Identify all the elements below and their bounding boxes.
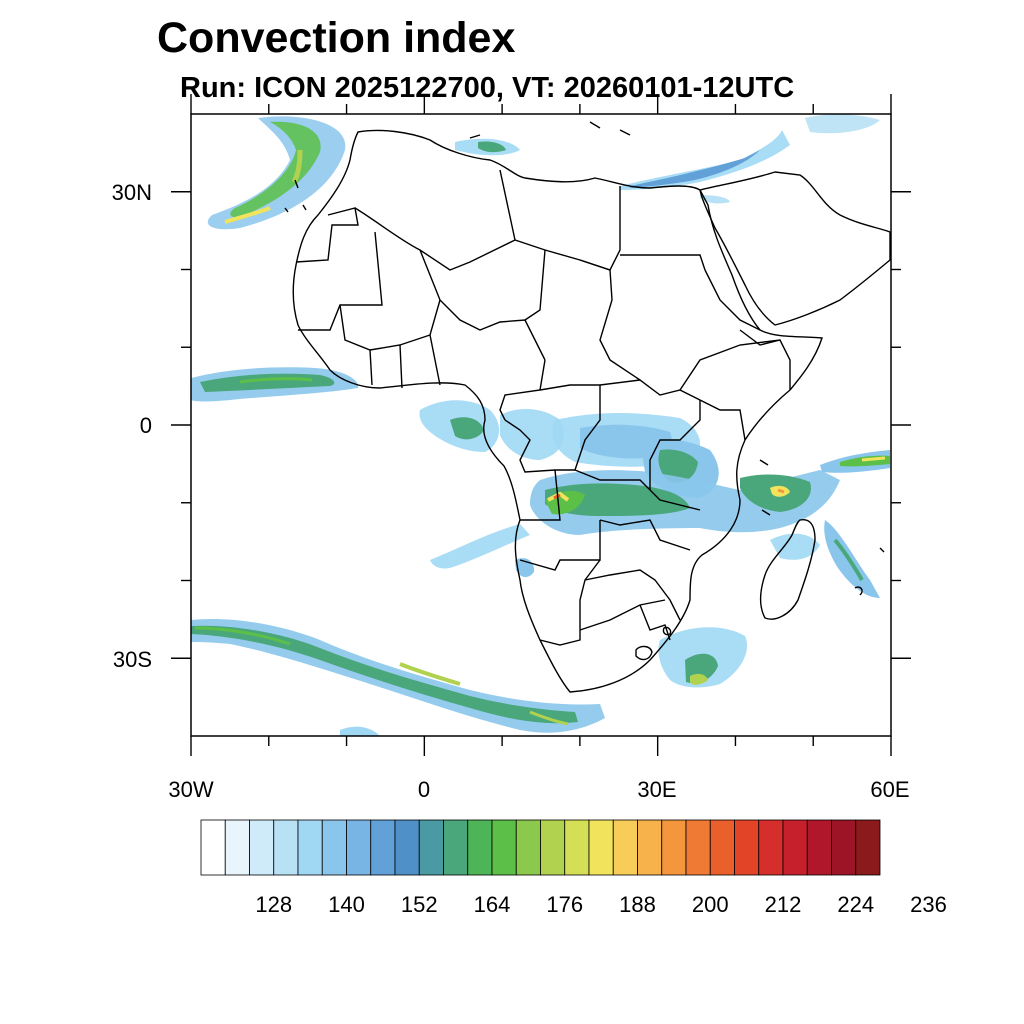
- colorbar-label: 224: [837, 892, 874, 917]
- colorbar-box: [224, 819, 250, 876]
- colorbar-box: [515, 819, 541, 876]
- colorbar-box: [637, 819, 663, 876]
- colorbar-box: [734, 819, 760, 876]
- colorbar-label: 152: [401, 892, 438, 917]
- colorbar-box: [661, 819, 687, 876]
- colorbar-box: [394, 819, 420, 876]
- lat-label-30n: 30N: [112, 180, 152, 205]
- lon-label-30w: 30W: [168, 777, 213, 802]
- colorbar-label: 164: [474, 892, 511, 917]
- lat-label-30s: 30S: [113, 647, 152, 672]
- colorbar: [200, 819, 881, 876]
- colorbar-box: [370, 819, 396, 876]
- colorbar-label: 140: [328, 892, 365, 917]
- colorbar-box: [564, 819, 590, 876]
- colorbar-box: [418, 819, 444, 876]
- colorbar-box: [806, 819, 832, 876]
- colorbar-label: 200: [692, 892, 729, 917]
- colorbar-box: [709, 819, 735, 876]
- colorbar-box: [491, 819, 517, 876]
- colorbar-box: [612, 819, 638, 876]
- convection-shading: [191, 114, 890, 736]
- colorbar-box: [273, 819, 299, 876]
- lon-label-30e: 30E: [637, 777, 676, 802]
- colorbar-label: 212: [765, 892, 802, 917]
- colorbar-label: 236: [910, 892, 947, 917]
- colorbar-box: [321, 819, 347, 876]
- lat-label-eq: 0: [140, 413, 152, 438]
- colorbar-box: [467, 819, 493, 876]
- colorbar-box: [782, 819, 808, 876]
- colorbar-box: [200, 819, 226, 876]
- chart-subtitle: Run: ICON 2025122700, VT: 20260101-12UTC: [180, 72, 795, 104]
- colorbar-box: [297, 819, 323, 876]
- colorbar-box: [685, 819, 711, 876]
- colorbar-labels: 128 140 152 164 176 188 200 212 224 236: [255, 892, 946, 917]
- colorbar-box: [443, 819, 469, 876]
- colorbar-box: [855, 819, 881, 876]
- colorbar-label: 188: [619, 892, 656, 917]
- colorbar-label: 176: [546, 892, 583, 917]
- lon-label-0: 0: [418, 777, 430, 802]
- axis-ticks: [171, 94, 911, 756]
- colorbar-box: [831, 819, 857, 876]
- colorbar-box: [588, 819, 614, 876]
- lon-label-60e: 60E: [870, 777, 909, 802]
- country-borders: [284, 121, 891, 693]
- colorbar-box: [540, 819, 566, 876]
- colorbar-box: [249, 819, 275, 876]
- colorbar-box: [346, 819, 372, 876]
- chart-title: Convection index: [157, 14, 516, 62]
- colorbar-label: 128: [255, 892, 292, 917]
- colorbar-box: [758, 819, 784, 876]
